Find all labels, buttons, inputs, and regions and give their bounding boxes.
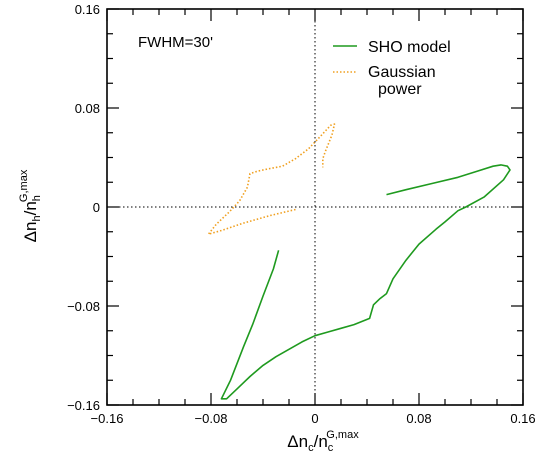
y-label-sup: G,max [18,169,30,202]
x-tick-labels: −0.16 −0.08 0 0.08 0.16 [91,411,536,426]
x-label-sub2: c [328,442,334,454]
x-axis-label: Δnc/ncG,max [287,429,359,454]
x-tick-label: 0.16 [510,411,535,426]
plot-area [106,8,524,406]
x-tick-label: 0 [311,411,318,426]
x-tick-label: −0.16 [91,411,124,426]
series-line-sho-model [220,164,511,400]
y-label-main: Δn [21,222,40,243]
x-tick-label: 0.08 [406,411,431,426]
legend-label-gaussian-line1: Gaussian [368,64,436,81]
y-axis-label: Δnh/nhG,max [18,169,43,242]
y-tick-label: −0.08 [67,299,100,314]
x-label-sub: c [308,442,314,454]
fwhm-annotation: FWHM=30' [138,34,213,51]
x-label-main: Δn [287,432,308,451]
y-tick-label: 0 [93,200,100,215]
y-label-slash: /n [21,201,40,215]
x-label-slash: /n [314,432,328,451]
x-tick-label: −0.08 [195,411,228,426]
y-tick-labels: −0.16 −0.08 0 0.08 0.16 [67,2,100,413]
y-tick-label: 0.08 [75,101,100,116]
legend-label-gaussian-line2: power [378,81,422,98]
series-line-gaussian-power [207,123,336,235]
x-label-sup: G,max [326,429,359,441]
y-tick-label: 0.16 [75,2,100,17]
legend: SHO model Gaussian power [333,39,451,98]
y-tick-label: −0.16 [67,398,100,413]
series-layer [207,123,511,400]
y-label-sub2: h [31,195,43,201]
tick-marks [106,8,524,406]
y-label-sub: h [31,215,43,221]
legend-label-sho: SHO model [368,39,451,56]
